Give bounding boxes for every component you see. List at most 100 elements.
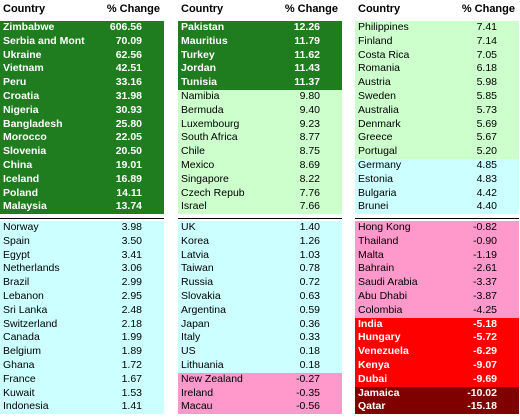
change-cell: 9.80 (299, 90, 320, 102)
table-row: Venezuela -6.29 (355, 345, 519, 359)
table-row: New Zealand -0.27 (178, 372, 342, 387)
country-cell: Belgium (3, 345, 41, 358)
change-cell: -3.87 (473, 290, 497, 302)
divider (355, 218, 519, 219)
table-row: France 1.67 (0, 372, 164, 387)
country-cell: Latvia (181, 248, 210, 261)
change-cell: 7.41 (476, 21, 497, 33)
change-cell: 7.05 (476, 48, 497, 61)
table-row: Greece 5.67 (355, 131, 519, 146)
change-cell: -0.35 (296, 386, 320, 399)
table-row: Argentina 0.59 (178, 303, 342, 318)
change-cell: -5.18 (473, 317, 497, 330)
table-row: Latvia 1.03 (178, 248, 342, 263)
table-row: Hong Kong -0.82 (355, 221, 519, 235)
change-cell: -4.25 (473, 303, 497, 316)
table-row: Kenya -9.07 (355, 359, 519, 373)
country-cell: Namibia (181, 90, 220, 102)
country-cell: Turkey (181, 48, 215, 61)
country-cell: Netherlands (3, 262, 60, 275)
change-cell: 20.50 (115, 145, 142, 158)
table-row: Thailand -0.90 (355, 234, 519, 249)
change-cell: -9.07 (473, 359, 497, 371)
country-cell: Thailand (358, 234, 399, 247)
change-cell: 4.40 (476, 200, 497, 213)
change-cell: -5.72 (473, 331, 497, 344)
change-cell: 9.23 (299, 117, 320, 130)
country-cell: Portugal (358, 145, 398, 158)
change-cell: -15.18 (467, 400, 497, 413)
change-cell: 19.01 (115, 159, 142, 171)
table-row: Morocco 22.05 (0, 131, 164, 146)
table-row: Egypt 3.41 (0, 248, 164, 263)
table-row: Ireland -0.35 (178, 386, 342, 401)
header-change: % Change (461, 3, 515, 15)
country-cell: Saudi Arabia (358, 276, 418, 289)
table-row: Dubai -9.69 (355, 372, 519, 387)
table-row: Russia 0.72 (178, 276, 342, 290)
country-cell: Kuwait (3, 386, 35, 399)
table-row: Malta -1.19 (355, 248, 519, 263)
country-cell: Bangladesh (3, 117, 63, 130)
country-cell: Hong Kong (358, 221, 411, 233)
table-row: Slovenia 20.50 (0, 145, 164, 159)
table-row: Philippines 7.41 (355, 21, 519, 35)
table-row: Pakistan 12.26 (178, 21, 342, 35)
country-cell: Brazil (3, 276, 30, 289)
table-row: Taiwan 0.78 (178, 262, 342, 277)
country-cell: Singapore (181, 172, 229, 185)
table-row: Chile 8.75 (178, 145, 342, 159)
table-row: Brunei 4.40 (355, 200, 519, 215)
country-cell: Taiwan (181, 262, 214, 275)
country-cell: Philippines (358, 21, 409, 33)
table-row: Germany 4.85 (355, 159, 519, 173)
country-cell: Korea (181, 234, 210, 247)
table-row: Japan 0.36 (178, 317, 342, 332)
country-cell: Argentina (181, 303, 226, 316)
country-cell: Czech Repub (181, 186, 245, 199)
table-row: Ghana 1.72 (0, 359, 164, 373)
table-row: Israel 7.66 (178, 200, 342, 215)
table-row: Saudi Arabia -3.37 (355, 276, 519, 290)
change-cell: 4.83 (476, 172, 497, 185)
country-cell: Vietnam (3, 62, 44, 75)
change-cell: 1.26 (299, 234, 320, 247)
header-row: Country % Change (0, 2, 164, 18)
table-panel: Country % Change Philippines 7.41 Finland 7.1… (355, 0, 519, 420)
change-cell: 14.11 (116, 186, 142, 199)
table-row: Jordan 11.43 (178, 62, 342, 77)
country-cell: Norway (3, 221, 39, 233)
change-cell: 12.26 (293, 21, 320, 33)
change-cell: 2.18 (121, 317, 142, 330)
country-cell: Malaysia (3, 200, 47, 213)
change-cell: 1.99 (121, 331, 142, 344)
country-cell: Bahrain (358, 262, 395, 275)
table-row: Peru 33.16 (0, 76, 164, 90)
country-cell: Finland (358, 34, 393, 47)
header-country: Country (181, 3, 224, 15)
change-cell: 0.36 (299, 317, 320, 330)
change-cell: 16.89 (115, 172, 142, 185)
country-cell: Denmark (358, 117, 401, 130)
country-cell: China (3, 159, 33, 171)
table-row: Macau -0.56 (178, 400, 342, 415)
country-cell: Nigeria (3, 103, 39, 116)
country-cell: Abu Dhabi (358, 290, 408, 302)
change-cell: 8.69 (299, 159, 320, 171)
country-cell: Greece (358, 131, 393, 144)
country-cell: Macau (181, 400, 213, 413)
change-cell: 1.03 (299, 248, 320, 261)
country-cell: Spain (3, 234, 30, 247)
table-row: Namibia 9.80 (178, 90, 342, 104)
table-row: China 19.01 (0, 159, 164, 173)
change-cell: 9.40 (299, 103, 320, 116)
change-cell: 3.98 (121, 221, 142, 233)
country-cell: Jamaica (358, 386, 400, 399)
change-cell: 3.50 (121, 234, 142, 247)
table-row: Hungary -5.72 (355, 331, 519, 346)
country-cell: India (358, 317, 383, 330)
table-row: Tunisia 11.37 (178, 76, 342, 90)
country-cell: Romania (358, 62, 401, 75)
change-cell: 1.53 (121, 386, 142, 399)
table-row: Denmark 5.69 (355, 117, 519, 132)
